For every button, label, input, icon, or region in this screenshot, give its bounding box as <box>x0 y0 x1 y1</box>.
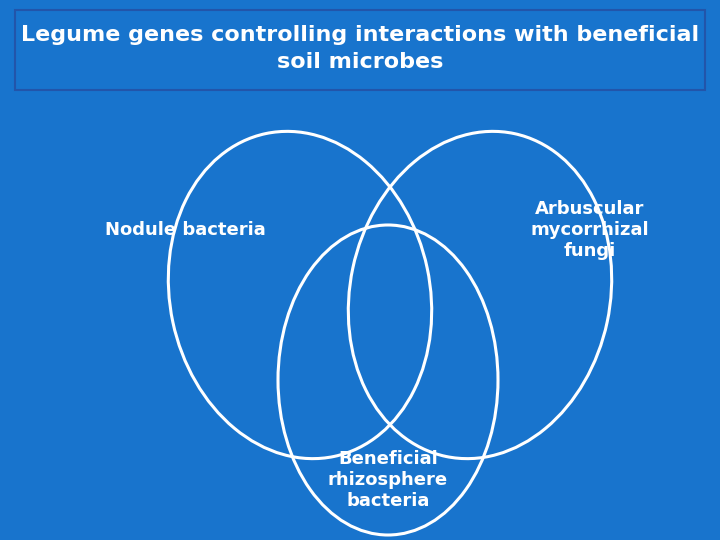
Text: Nodule bacteria: Nodule bacteria <box>104 221 266 239</box>
FancyBboxPatch shape <box>15 10 705 90</box>
Text: soil microbes: soil microbes <box>276 52 444 72</box>
Text: Beneficial
rhizosphere
bacteria: Beneficial rhizosphere bacteria <box>328 450 448 510</box>
Text: Legume genes controlling interactions with beneficial: Legume genes controlling interactions wi… <box>21 25 699 45</box>
Text: Arbuscular
mycorrhizal
fungi: Arbuscular mycorrhizal fungi <box>531 200 649 260</box>
